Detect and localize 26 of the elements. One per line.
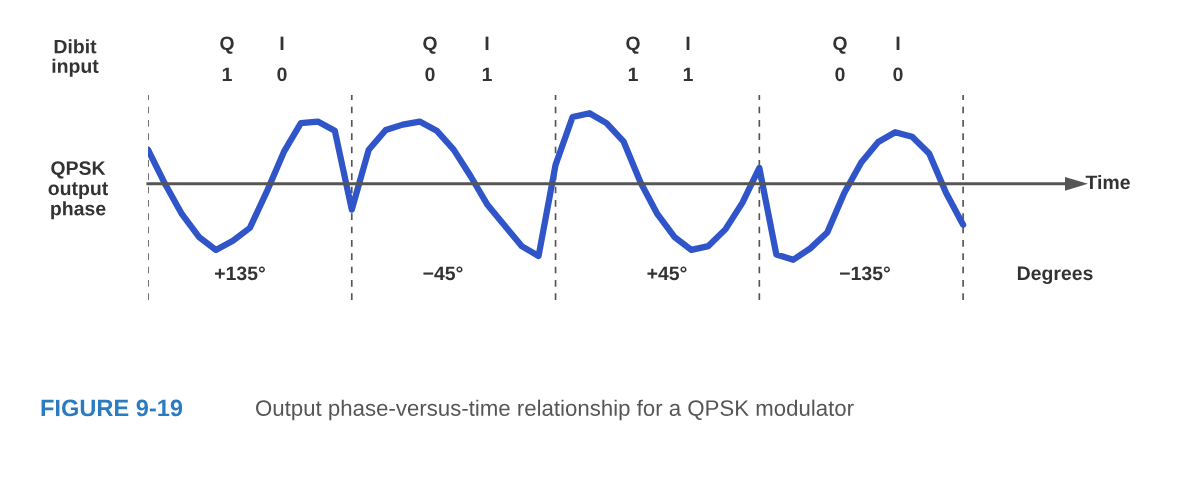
- text: Q: [833, 36, 847, 54]
- text: +45°: [647, 266, 687, 281]
- text: 1: [222, 67, 232, 82]
- text: Degrees: [1017, 266, 1093, 285]
- text: 0: [835, 67, 845, 82]
- y-axis-title: QPSK output phase: [48, 161, 108, 220]
- text: 1: [628, 67, 638, 82]
- text: I: [896, 36, 900, 51]
- text: I: [686, 36, 690, 51]
- text: +135°: [215, 266, 265, 281]
- text: Time: [1085, 174, 1130, 190]
- text: FIGURE 9-19: [41, 399, 183, 417]
- text: −45°: [423, 266, 463, 281]
- text: −135°: [840, 266, 890, 281]
- text: Q: [626, 36, 640, 54]
- text: 1: [482, 67, 492, 82]
- text: 0: [893, 67, 903, 82]
- text: I: [485, 36, 489, 51]
- text: 0: [277, 67, 287, 82]
- text: Output phase-versus-time relationship for a QPSK modulator: [256, 399, 854, 421]
- text: I: [280, 36, 284, 51]
- text: Q: [220, 36, 234, 54]
- text: Q: [423, 36, 437, 54]
- text: Dibit input: [52, 39, 99, 77]
- text: 0: [425, 67, 435, 82]
- text: 1: [683, 67, 693, 82]
